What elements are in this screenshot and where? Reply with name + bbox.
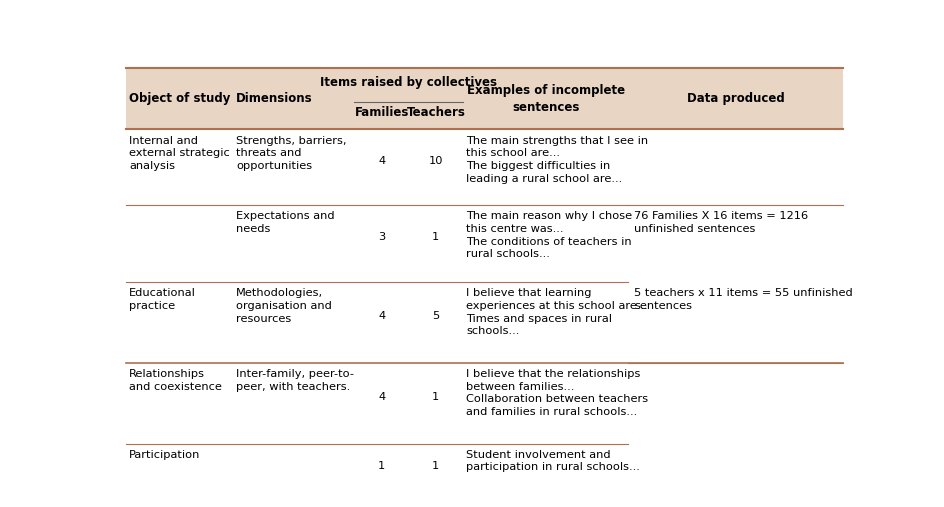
Text: 5: 5 <box>431 311 439 321</box>
Text: Methodologies,
organisation and
resources: Methodologies, organisation and resource… <box>236 288 331 323</box>
Text: Internal and
external strategic
analysis: Internal and external strategic analysis <box>128 135 229 171</box>
Text: Data produced: Data produced <box>686 92 784 105</box>
Text: Families: Families <box>354 106 409 119</box>
Text: Relationships
and coexistence: Relationships and coexistence <box>128 369 222 391</box>
Bar <box>126 68 842 129</box>
Text: Teachers: Teachers <box>406 106 464 119</box>
Text: 3: 3 <box>378 232 385 242</box>
Text: 1: 1 <box>431 391 439 402</box>
Text: 76 Families X 16 items = 1216
unfinished sentences: 76 Families X 16 items = 1216 unfinished… <box>633 211 807 234</box>
Text: 4: 4 <box>378 391 385 402</box>
Text: Participation: Participation <box>128 450 200 460</box>
Text: 4: 4 <box>378 156 385 166</box>
Text: 4: 4 <box>378 311 385 321</box>
Text: 5 teachers x 11 items = 55 unfinished
sentences: 5 teachers x 11 items = 55 unfinished se… <box>633 288 852 311</box>
Text: 1: 1 <box>431 461 439 471</box>
Text: Dimensions: Dimensions <box>236 92 312 105</box>
Text: Items raised by collectives: Items raised by collectives <box>320 76 497 89</box>
Text: Expectations and
needs: Expectations and needs <box>236 211 334 234</box>
Text: 10: 10 <box>429 156 443 166</box>
Text: Examples of incomplete
sentences: Examples of incomplete sentences <box>466 84 625 114</box>
Text: The main strengths that I see in
this school are...
The biggest difficulties in
: The main strengths that I see in this sc… <box>465 135 648 184</box>
Text: Object of study: Object of study <box>128 92 230 105</box>
Text: Educational
practice: Educational practice <box>128 288 195 311</box>
Text: 1: 1 <box>378 461 385 471</box>
Text: 1: 1 <box>431 232 439 242</box>
Text: Strengths, barriers,
threats and
opportunities: Strengths, barriers, threats and opportu… <box>236 135 346 171</box>
Text: Inter-family, peer-to-
peer, with teachers.: Inter-family, peer-to- peer, with teache… <box>236 369 354 391</box>
Text: Student involvement and
participation in rural schools...: Student involvement and participation in… <box>465 450 639 473</box>
Text: The main reason why I chose
this centre was...
The conditions of teachers in
rur: The main reason why I chose this centre … <box>465 211 632 260</box>
Text: I believe that learning
experiences at this school are...
Times and spaces in ru: I believe that learning experiences at t… <box>465 288 648 336</box>
Text: I believe that the relationships
between families...
Collaboration between teach: I believe that the relationships between… <box>465 369 648 417</box>
